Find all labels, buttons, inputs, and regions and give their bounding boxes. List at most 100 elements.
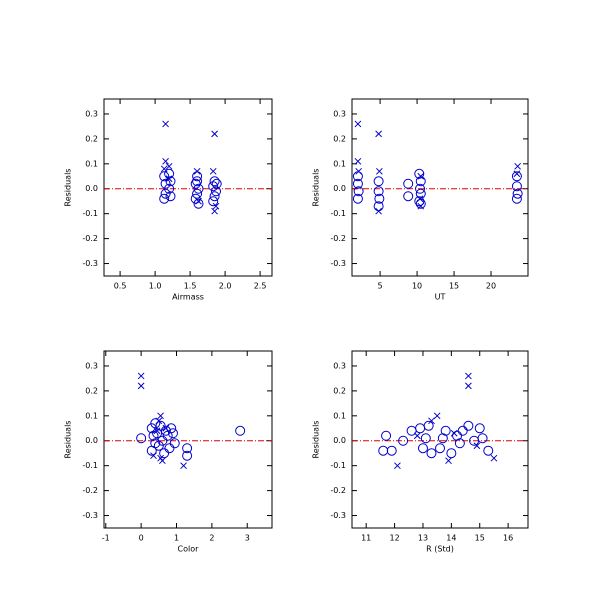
- point-circle: [454, 438, 465, 449]
- y-tick-label: -0.2: [330, 486, 346, 495]
- point-circle: [160, 425, 171, 436]
- point-cross: [417, 202, 425, 210]
- point-cross: [150, 452, 157, 460]
- point-circle: [164, 183, 175, 194]
- y-axis-label: Residuals: [64, 421, 73, 459]
- point-cross: [160, 165, 168, 173]
- point-circle: [511, 193, 522, 204]
- point-cross: [450, 429, 458, 437]
- point-circle: [511, 181, 522, 192]
- point-cross: [413, 432, 421, 440]
- point-circle: [373, 176, 384, 187]
- point-circle: [211, 186, 221, 197]
- point-circle: [208, 196, 219, 207]
- point-cross: [195, 197, 202, 205]
- point-circle: [155, 420, 166, 431]
- y-tick-label: -0.1: [82, 461, 98, 470]
- point-cross: [155, 417, 163, 425]
- panel: -1 0 1 2 3 0.3 0.2 0.1 0.0 -0.1 -0.2 -0.3 Color Resid…: [64, 350, 273, 554]
- point-cross: [465, 382, 472, 390]
- point-circle: [165, 191, 176, 202]
- point-cross: [153, 427, 161, 435]
- point-cross: [376, 167, 383, 175]
- point-cross: [416, 195, 424, 203]
- point-circle: [193, 198, 204, 209]
- x-tick-label: 2: [209, 534, 214, 543]
- y-tick-label: 0.0: [333, 184, 346, 193]
- point-circle: [166, 423, 177, 434]
- point-circle: [403, 178, 414, 189]
- point-circle: [164, 443, 175, 454]
- point-circle: [381, 430, 392, 441]
- point-cross: [514, 162, 522, 170]
- point-cross: [137, 372, 145, 380]
- y-tick-label: -0.3: [82, 259, 98, 268]
- point-circle: [192, 176, 203, 187]
- y-tick-label: 0.2: [85, 386, 98, 395]
- point-cross: [162, 424, 170, 432]
- point-circle: [426, 448, 437, 459]
- point-cross: [394, 462, 401, 470]
- x-axis-label: Color: [178, 545, 200, 554]
- point-circle: [511, 171, 522, 182]
- point-circle: [209, 191, 220, 202]
- point-circle: [209, 176, 220, 187]
- point-circle: [474, 423, 485, 434]
- point-circle: [159, 448, 170, 459]
- y-tick-label: -0.1: [82, 209, 98, 218]
- y-tick-label: 0.1: [85, 411, 98, 420]
- y-tick-label: -0.2: [330, 234, 346, 243]
- point-circle: [167, 428, 178, 439]
- point-circle: [378, 445, 389, 456]
- point-circle: [457, 425, 468, 436]
- y-tick-label: 0.3: [85, 361, 98, 370]
- point-circle: [182, 443, 193, 454]
- y-tick-label: 0.2: [85, 134, 98, 143]
- point-circle: [414, 196, 425, 207]
- point-cross: [433, 412, 441, 420]
- x-tick-label: 5: [378, 282, 383, 291]
- point-circle: [446, 448, 457, 459]
- y-tick-label: 0.0: [85, 436, 98, 445]
- point-circle: [193, 183, 204, 194]
- point-circle: [415, 423, 426, 434]
- point-circle: [153, 440, 164, 451]
- point-cross: [417, 172, 425, 180]
- y-tick-label: 0.1: [333, 159, 346, 168]
- point-circle: [477, 433, 488, 444]
- plot-frame: [103, 350, 273, 529]
- point-cross: [375, 130, 382, 138]
- x-tick-label: 11: [361, 534, 371, 543]
- point-cross: [157, 412, 164, 420]
- x-tick-label: 1: [174, 534, 179, 543]
- x-tick-label: 15: [475, 534, 485, 543]
- point-cross: [473, 442, 481, 450]
- point-cross: [375, 207, 382, 215]
- point-cross: [211, 130, 218, 138]
- x-axis-label: UT: [435, 293, 446, 302]
- point-circle: [159, 193, 170, 204]
- x-tick-label: 1.5: [184, 282, 197, 291]
- point-cross: [513, 170, 521, 178]
- y-tick-label: -0.1: [330, 209, 346, 218]
- point-cross: [445, 457, 452, 465]
- x-axis-label: Airmass: [172, 293, 204, 302]
- y-tick-label: 0.3: [333, 361, 346, 370]
- point-circle: [190, 178, 201, 189]
- point-cross: [162, 120, 169, 128]
- point-circle: [235, 425, 246, 436]
- y-tick-label: 0.1: [85, 159, 98, 168]
- x-tick-label: 20: [486, 282, 496, 291]
- x-tick-label: -1: [102, 534, 110, 543]
- y-tick-label: -0.3: [330, 259, 346, 268]
- point-cross: [428, 417, 435, 425]
- point-circle: [403, 191, 414, 202]
- plot-frame: [103, 98, 273, 277]
- point-circle: [386, 445, 397, 456]
- point-circle: [512, 188, 523, 199]
- point-circle: [182, 450, 193, 461]
- point-circle: [452, 430, 463, 441]
- point-circle: [169, 438, 180, 449]
- x-tick-label: 16: [503, 534, 513, 543]
